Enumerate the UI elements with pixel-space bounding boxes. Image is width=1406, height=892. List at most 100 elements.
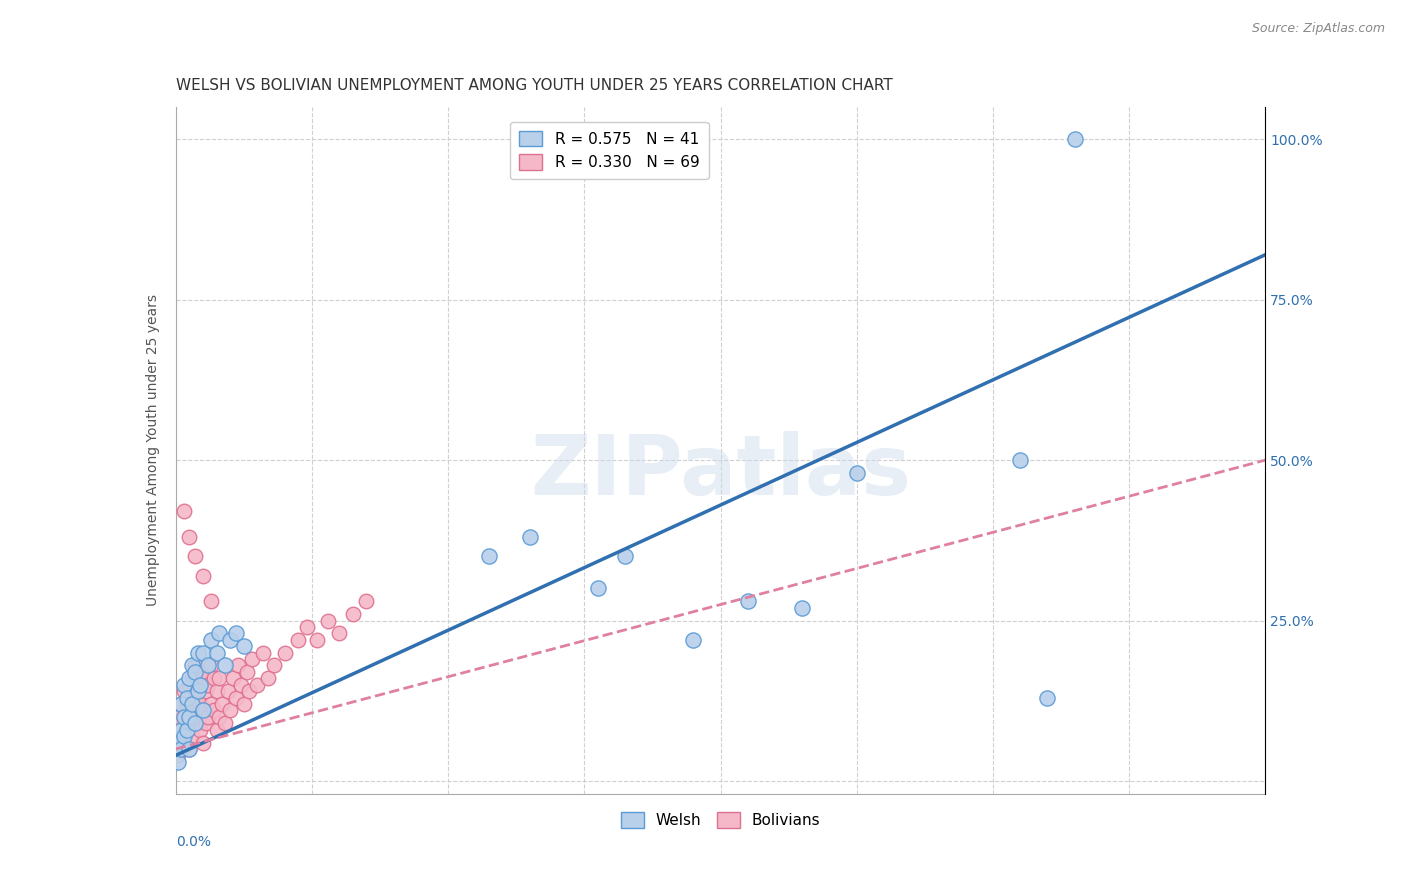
Point <box>200 632 222 647</box>
Point <box>191 671 214 685</box>
Point <box>197 678 219 692</box>
Point <box>228 658 250 673</box>
Point <box>478 549 501 564</box>
Point <box>191 568 214 582</box>
Point <box>184 549 207 564</box>
Point <box>252 646 274 660</box>
Point <box>167 755 190 769</box>
Point <box>205 646 228 660</box>
Point <box>222 671 245 685</box>
Point <box>235 665 257 679</box>
Point <box>274 646 297 660</box>
Point <box>170 697 193 711</box>
Point <box>232 697 254 711</box>
Point <box>1010 453 1032 467</box>
Point <box>214 716 236 731</box>
Point <box>181 697 204 711</box>
Point <box>179 742 201 756</box>
Point <box>181 658 204 673</box>
Point <box>170 742 193 756</box>
Point <box>173 735 195 749</box>
Point <box>188 678 211 692</box>
Point <box>170 723 193 737</box>
Point <box>179 716 201 731</box>
Point <box>307 632 329 647</box>
Point <box>356 594 378 608</box>
Legend: Welsh, Bolivians: Welsh, Bolivians <box>614 806 827 834</box>
Point <box>173 684 195 698</box>
Point <box>240 652 263 666</box>
Point <box>167 729 190 743</box>
Point <box>238 684 260 698</box>
Point <box>188 723 211 737</box>
Point <box>682 632 704 647</box>
Point <box>167 748 190 763</box>
Point <box>186 716 209 731</box>
Point <box>181 671 204 685</box>
Point <box>179 530 201 544</box>
Point <box>173 710 195 724</box>
Point <box>191 703 214 717</box>
Point <box>181 703 204 717</box>
Point <box>176 723 198 737</box>
Point <box>176 690 198 705</box>
Point <box>225 690 247 705</box>
Point <box>246 678 269 692</box>
Point <box>219 632 242 647</box>
Point <box>184 665 207 679</box>
Point <box>225 626 247 640</box>
Point <box>200 594 222 608</box>
Point <box>202 671 225 685</box>
Point <box>170 742 193 756</box>
Point <box>176 697 198 711</box>
Point <box>232 639 254 653</box>
Point <box>191 646 214 660</box>
Point <box>1063 132 1085 146</box>
Point <box>184 716 207 731</box>
Point <box>167 735 190 749</box>
Point <box>184 658 207 673</box>
Point <box>208 710 231 724</box>
Point <box>200 697 222 711</box>
Point <box>173 678 195 692</box>
Point <box>188 697 211 711</box>
Point <box>257 671 280 685</box>
Point <box>208 626 231 640</box>
Point <box>295 620 318 634</box>
Point <box>173 729 195 743</box>
Point <box>170 723 193 737</box>
Point <box>342 607 364 622</box>
Point <box>191 703 214 717</box>
Point <box>179 710 201 724</box>
Point <box>188 665 211 679</box>
Text: ZIPatlas: ZIPatlas <box>530 431 911 512</box>
Point <box>173 504 195 518</box>
Point <box>186 684 209 698</box>
Point <box>219 703 242 717</box>
Point <box>318 614 340 628</box>
Point <box>186 684 209 698</box>
Point <box>197 710 219 724</box>
Point <box>167 710 190 724</box>
Point <box>191 735 214 749</box>
Point <box>214 658 236 673</box>
Text: Source: ZipAtlas.com: Source: ZipAtlas.com <box>1251 22 1385 36</box>
Point <box>179 678 201 692</box>
Point <box>179 742 201 756</box>
Point <box>792 600 814 615</box>
Text: 0.0%: 0.0% <box>176 835 211 849</box>
Point <box>287 632 309 647</box>
Point <box>184 690 207 705</box>
Point <box>231 678 253 692</box>
Point <box>197 658 219 673</box>
Point <box>211 697 233 711</box>
Point <box>184 710 207 724</box>
Point <box>173 710 195 724</box>
Point <box>194 684 217 698</box>
Point <box>263 658 285 673</box>
Point <box>200 658 222 673</box>
Point <box>614 549 637 564</box>
Point <box>737 594 759 608</box>
Point <box>208 671 231 685</box>
Point <box>170 697 193 711</box>
